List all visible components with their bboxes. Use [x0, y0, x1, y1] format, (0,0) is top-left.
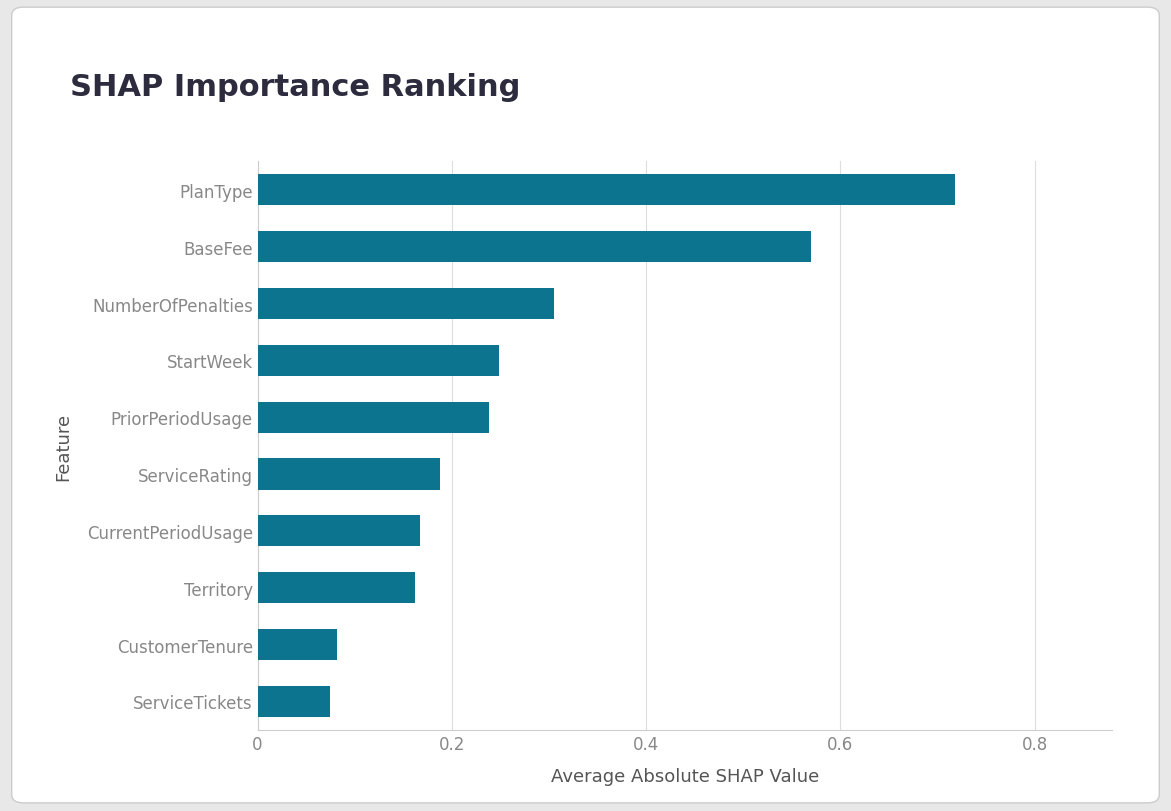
Bar [258, 573, 415, 603]
Bar [258, 402, 488, 433]
Bar [258, 516, 420, 547]
Bar [258, 345, 499, 376]
Bar [258, 629, 337, 660]
Bar [258, 686, 330, 717]
Y-axis label: Feature: Feature [55, 412, 73, 480]
Bar [258, 175, 956, 206]
Bar [258, 232, 812, 263]
Bar [258, 459, 440, 490]
X-axis label: Average Absolute SHAP Value: Average Absolute SHAP Value [550, 766, 820, 784]
Text: SHAP Importance Ranking: SHAP Importance Ranking [70, 73, 521, 102]
Bar [258, 289, 554, 320]
